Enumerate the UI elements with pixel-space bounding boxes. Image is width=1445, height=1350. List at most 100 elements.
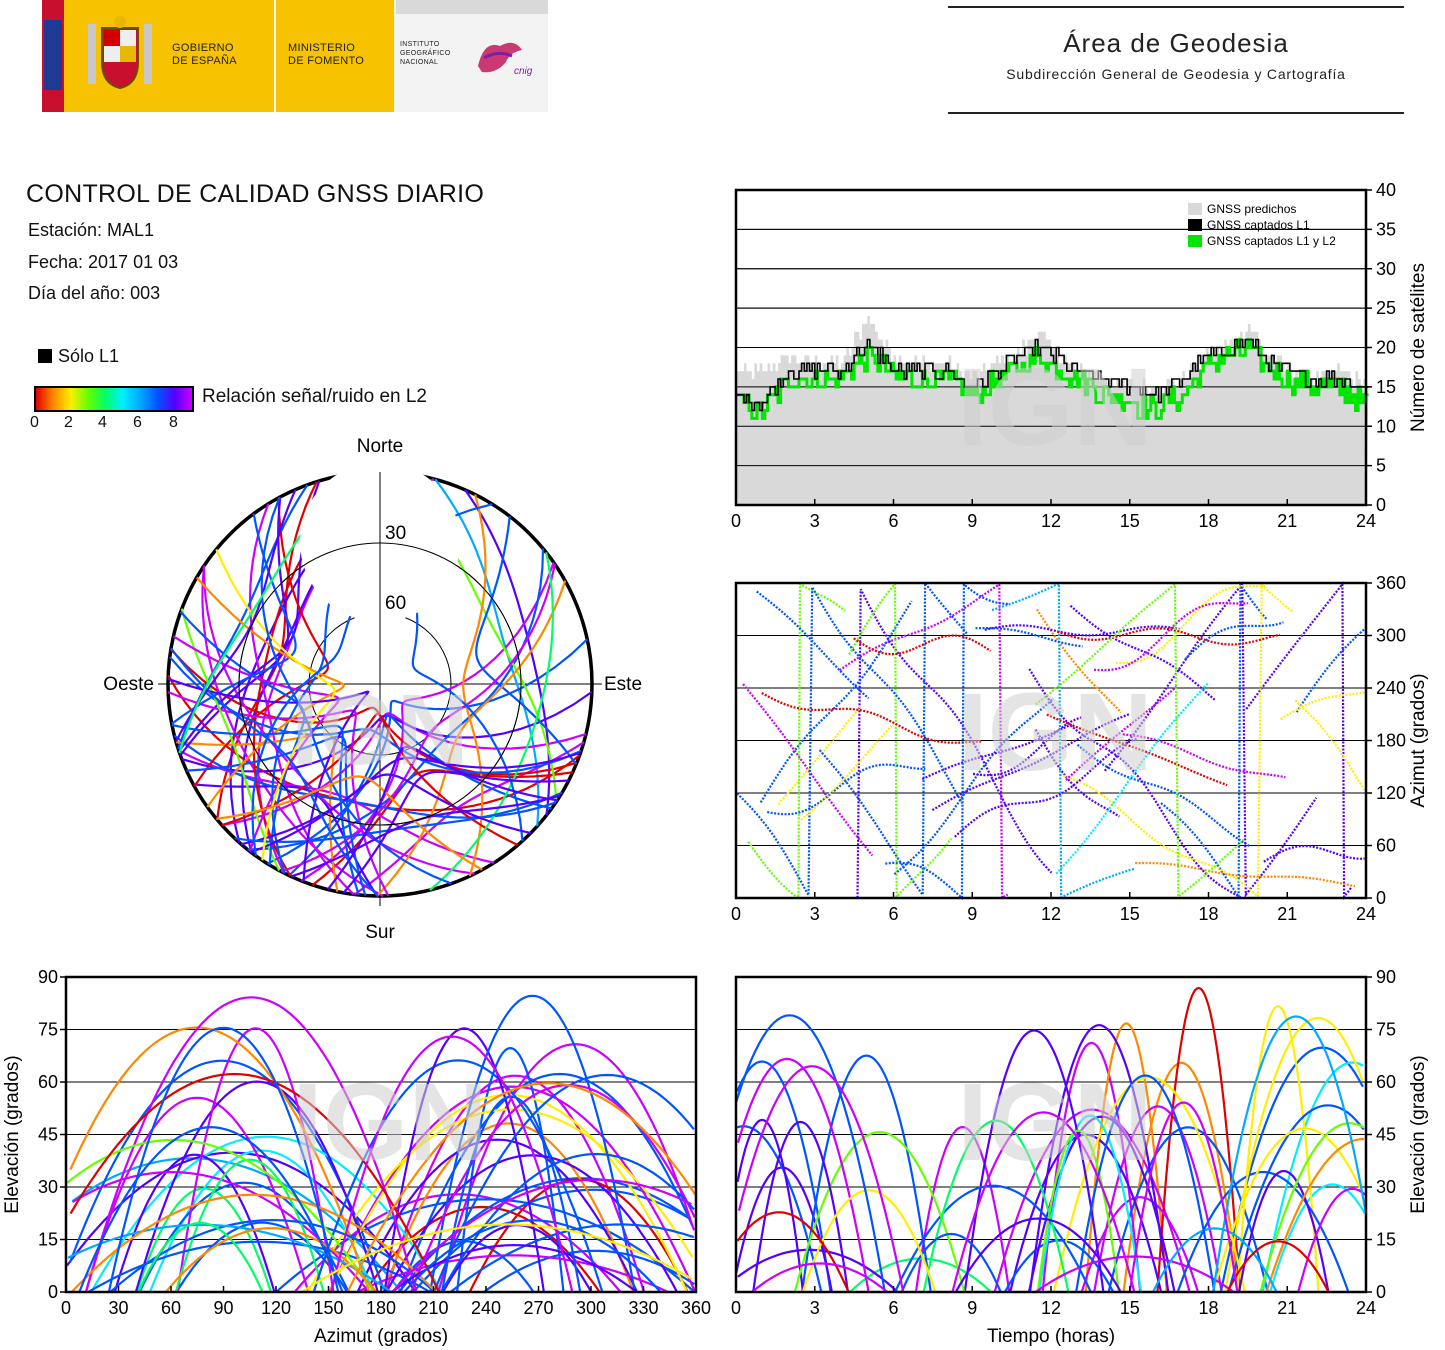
- y-tick-label: 75: [38, 1020, 58, 1040]
- elev-time-track: [737, 1065, 905, 1293]
- elev-time-track: [736, 1125, 823, 1293]
- azimuth-track: [1065, 685, 1178, 781]
- azimuth-track: [975, 627, 1083, 648]
- elev-az-track: [449, 1223, 695, 1293]
- azimuth-track: [1122, 733, 1286, 779]
- y-tick-label: 0: [1376, 888, 1386, 908]
- elev-az-track: [346, 1082, 697, 1293]
- sky-track: [326, 745, 558, 891]
- sky-track: [193, 497, 330, 788]
- sky-track: [234, 791, 563, 844]
- sky-track: [168, 656, 582, 775]
- cnig-text: cnig: [514, 66, 533, 77]
- x-tick-label: 15: [1120, 1298, 1140, 1318]
- elev-time-track: [801, 1189, 937, 1293]
- x-tick-label: 30: [108, 1298, 128, 1318]
- y-tick-label: 45: [1376, 1125, 1396, 1145]
- legend-swatch: [1188, 203, 1202, 215]
- azimuth-track: [1093, 602, 1249, 672]
- elevation-azimuth-panel: IGN 0 30 60 90 120 150 180 210 240 270 300 330 360 0 15…: [2, 967, 711, 1347]
- ministerio-label: MINISTERIO DE FOMENTO: [288, 42, 365, 67]
- elev-time-track: [752, 1120, 849, 1293]
- sky-track: [376, 580, 567, 897]
- area-subtitle: Subdirección General de Geodesia y Carto…: [1006, 66, 1346, 82]
- x-tick-label: 6: [888, 904, 898, 924]
- ministerio-logo-block: [276, 0, 394, 112]
- legend-label: GNSS predichos: [1207, 202, 1296, 216]
- elev-time-track: [1122, 1061, 1241, 1293]
- y-tick-label: 15: [1376, 1230, 1396, 1250]
- elev-az-track: [403, 1219, 662, 1293]
- elev-time-track: [1212, 1015, 1367, 1293]
- ign-watermark: IGN: [957, 1061, 1153, 1184]
- area-header-box: Área de Geodesia Subdirección General de…: [948, 6, 1404, 114]
- elev-az-track: [107, 1026, 340, 1293]
- elev-time-track: [900, 1232, 1002, 1293]
- sky-track: [342, 770, 569, 894]
- elev-time-track: [1075, 1074, 1216, 1293]
- x-tick-label: 3: [810, 511, 820, 531]
- azimuth-track: [1103, 580, 1318, 898]
- azimuth-track: [1076, 743, 1251, 848]
- x-tick-label: 210: [418, 1298, 448, 1318]
- instituto-label: INSTITUTO GEOGRÁFICO NACIONAL: [400, 41, 451, 66]
- sky-label-north: Norte: [357, 436, 403, 457]
- elev-az-track: [437, 1043, 696, 1293]
- y-tick-label: 300: [1376, 626, 1406, 646]
- solo-l1-swatch: [38, 349, 52, 363]
- azimuth-track: [1280, 691, 1366, 721]
- ign-watermark: IGN: [957, 346, 1153, 469]
- x-tick-label: 0: [61, 1298, 71, 1318]
- azimuth-track: [1035, 582, 1246, 899]
- ign-watermark: IGN: [291, 674, 469, 786]
- elev-time-track: [954, 1217, 1122, 1293]
- elev-time-track: [736, 1118, 805, 1293]
- azimuth-track: [1295, 627, 1367, 713]
- elev-time-track: [751, 1262, 888, 1293]
- sky-track: [171, 724, 360, 896]
- elev-time-track: [1227, 1104, 1365, 1293]
- x-axis-label: Tiempo (horas): [987, 1326, 1115, 1347]
- y-axis-label: Elevación (grados): [2, 1055, 23, 1213]
- x-tick-label: 24: [1356, 904, 1376, 924]
- azimuth-track: [1069, 604, 1217, 702]
- elev-time-track: [1156, 986, 1241, 1293]
- x-tick-label: 24: [1356, 511, 1376, 531]
- y-tick-label: 45: [38, 1125, 58, 1145]
- azimuth-track: [1055, 682, 1209, 875]
- elev-time-track: [736, 1060, 832, 1293]
- elev-az-track: [307, 1108, 694, 1293]
- snr-tick: 8: [169, 414, 178, 431]
- sky-track: [170, 647, 379, 897]
- elev-az-track: [134, 1080, 379, 1293]
- x-tick-label: 15: [1120, 511, 1140, 531]
- sky-track: [216, 775, 483, 871]
- elev-az-track: [356, 1138, 638, 1293]
- elev-time-track: [951, 1111, 1136, 1293]
- x-tick-label: 12: [1041, 511, 1061, 531]
- series-l1l2-line: [736, 338, 1369, 420]
- elev-time-track: [1028, 1023, 1170, 1293]
- x-tick-label: 6: [888, 1298, 898, 1318]
- sky-track: [260, 497, 452, 885]
- y-tick-label: 5: [1376, 456, 1386, 476]
- y-tick-label: 30: [1376, 259, 1396, 279]
- skyplot-panel: IGN Norte Sur Este Oeste 30 60: [103, 436, 642, 943]
- elev-time-track: [1093, 1105, 1223, 1293]
- elev-az-track: [301, 1223, 693, 1293]
- y-tick-label: 40: [1376, 180, 1396, 200]
- x-tick-label: 150: [313, 1298, 343, 1318]
- azimuth-track: [761, 692, 982, 744]
- x-tick-label: 18: [1198, 904, 1218, 924]
- azimuth-track: [1046, 713, 1228, 787]
- azimuth-track: [736, 583, 964, 900]
- sky-track: [221, 712, 519, 847]
- x-tick-label: 180: [366, 1298, 396, 1318]
- eu-stripe: [44, 20, 62, 90]
- y-tick-label: 15: [1376, 377, 1396, 397]
- azimuth-track: [848, 580, 953, 900]
- x-tick-label: 21: [1277, 511, 1297, 531]
- x-tick-label: 60: [161, 1298, 181, 1318]
- x-tick-label: 3: [810, 1298, 820, 1318]
